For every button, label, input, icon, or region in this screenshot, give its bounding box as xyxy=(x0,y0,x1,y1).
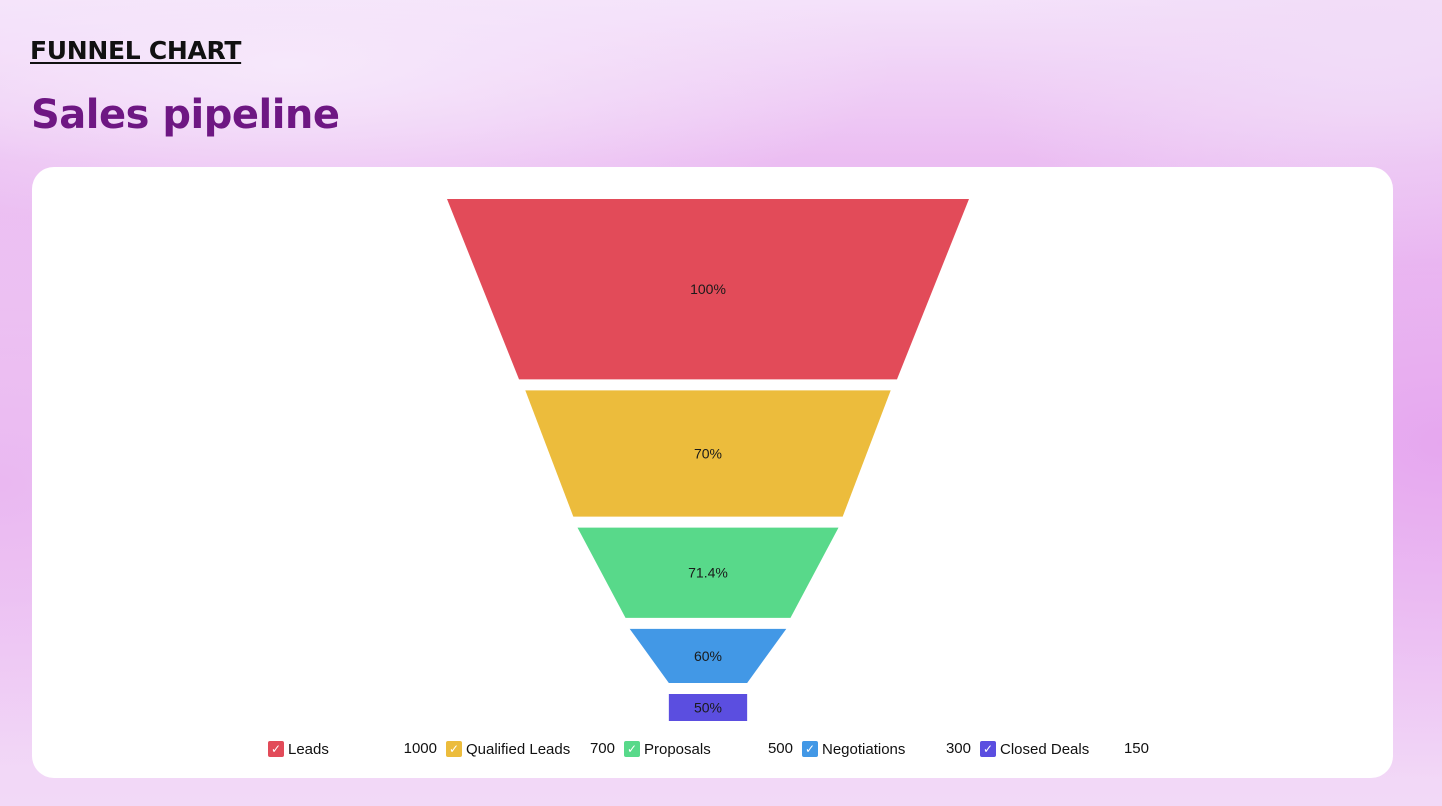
legend-value: 300 xyxy=(945,740,971,757)
legend-item-proposals[interactable]: ✓ Proposals xyxy=(624,739,711,759)
funnel-segment-label: 60% xyxy=(694,648,722,664)
funnel-segment-proposals[interactable] xyxy=(577,527,839,618)
chart-kicker: FUNNEL CHART xyxy=(30,36,242,65)
legend-item-leads[interactable]: ✓ Leads xyxy=(268,739,329,759)
legend-label: Qualified Leads xyxy=(466,740,571,758)
check-icon[interactable]: ✓ xyxy=(802,741,818,757)
chart-legend: ✓ Leads 1000 ✓ Qualified Leads 700 ✓ Proposals 5… xyxy=(32,739,1393,761)
legend-label: Closed Deals xyxy=(1000,740,1090,758)
legend-value: 1000 xyxy=(403,740,437,757)
funnel-segment-label: 50% xyxy=(694,699,722,715)
funnel-segment-qualified-leads[interactable] xyxy=(525,390,891,517)
funnel-chart: 100% 70% 71.4% 60% 50% xyxy=(447,199,969,721)
legend-label: Negotiations xyxy=(822,740,906,758)
legend-value: 700 xyxy=(589,740,615,757)
legend-value: 500 xyxy=(767,740,793,757)
funnel-segment-label: 70% xyxy=(694,446,722,462)
funnel-segment-closed-deals[interactable] xyxy=(668,693,748,721)
legend-label: Proposals xyxy=(644,740,711,758)
legend-item-negotiations[interactable]: ✓ Negotiations xyxy=(802,739,905,759)
funnel-segment-label: 100% xyxy=(690,281,726,297)
check-icon[interactable]: ✓ xyxy=(980,741,996,757)
funnel-segment-negotiations[interactable] xyxy=(629,628,787,683)
legend-item-qualified-leads[interactable]: ✓ Qualified Leads xyxy=(446,739,570,759)
check-icon[interactable]: ✓ xyxy=(624,741,640,757)
check-icon[interactable]: ✓ xyxy=(446,741,462,757)
funnel-segment-leads[interactable] xyxy=(447,199,969,380)
funnel-segment-label: 71.4% xyxy=(688,565,728,581)
page-title: Sales pipeline xyxy=(31,92,340,138)
check-icon[interactable]: ✓ xyxy=(268,741,284,757)
legend-item-closed-deals[interactable]: ✓ Closed Deals xyxy=(980,739,1089,759)
chart-card: 100% 70% 71.4% 60% 50% ✓ Leads 1000 ✓ Qualified … xyxy=(32,167,1393,778)
legend-label: Leads xyxy=(288,740,329,758)
legend-value: 150 xyxy=(1123,740,1149,757)
